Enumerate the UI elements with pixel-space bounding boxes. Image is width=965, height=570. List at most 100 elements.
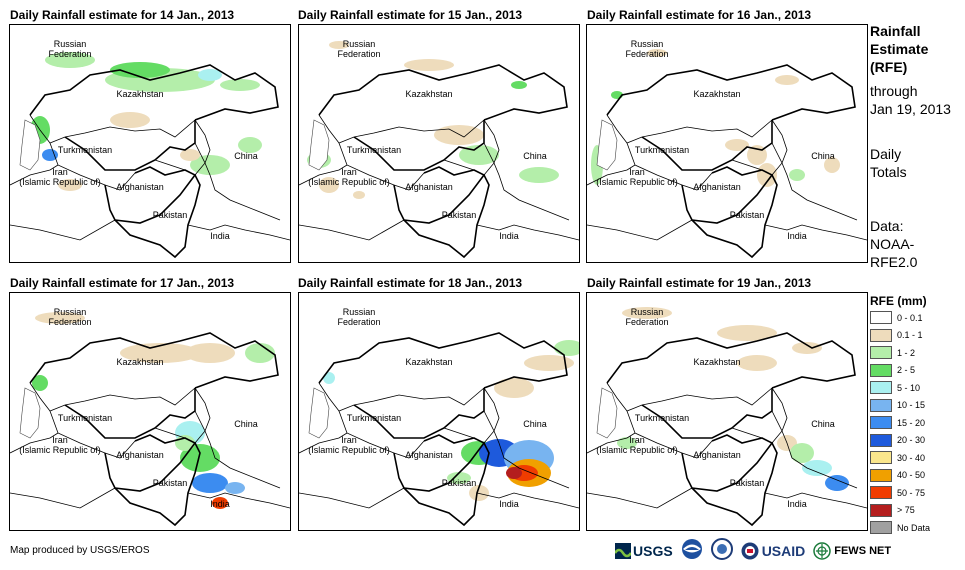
legend-label: No Data <box>897 522 931 533</box>
label-china: China <box>523 419 547 429</box>
label-afghanistan: Afghanistan <box>693 182 741 192</box>
country-border <box>338 410 425 459</box>
label-china: China <box>811 151 835 161</box>
country-border <box>587 487 693 509</box>
label-russia: Russian <box>54 39 87 49</box>
country-border <box>691 174 778 259</box>
rainfall-patch <box>245 343 275 363</box>
label-china: China <box>811 419 835 429</box>
legend-label: 0.1 - 1 <box>897 330 923 340</box>
country-border <box>764 492 867 509</box>
country-border <box>154 142 206 176</box>
rainfall-patch <box>790 443 814 463</box>
legend-swatch <box>870 311 892 324</box>
label-turkmenistan: Turkmenistan <box>347 413 401 423</box>
rainfall-patch <box>120 343 200 363</box>
legend-title: RFE (mm) <box>870 294 927 308</box>
label-iran-islamic-republic: (Islamic Republic of) <box>596 177 678 187</box>
map-panel-5: Russian Federation Kazakhstan Turkmenistan I… <box>298 292 580 531</box>
label-india: India <box>499 231 519 241</box>
country-border <box>29 64 279 121</box>
legend-swatch <box>870 416 892 429</box>
legend-item: 0.1 - 1 <box>870 328 923 343</box>
panel-title-4: Daily Rainfall estimate for 17 Jan., 201… <box>10 276 235 290</box>
legend-item: 20 - 30 <box>870 433 925 448</box>
label-federation: Federation <box>625 317 668 327</box>
country-border <box>771 387 858 489</box>
doi-seal-icon <box>710 537 733 565</box>
legend-label: 1 - 2 <box>897 347 916 358</box>
label-russia: Russian <box>54 307 87 317</box>
country-border <box>764 224 867 241</box>
label-afghanistan: Afghanistan <box>405 450 453 460</box>
label-india: India <box>787 231 807 241</box>
legend-swatch <box>870 468 892 482</box>
label-india: India <box>210 231 230 241</box>
country-border <box>626 410 713 459</box>
legend-swatch <box>870 328 892 342</box>
country-border <box>114 442 201 527</box>
rainfall-patch <box>524 355 574 371</box>
legend-swatch <box>870 521 892 534</box>
panel-title-2: Daily Rainfall estimate for 15 Jan., 201… <box>298 8 523 22</box>
rainfall-patch <box>35 312 85 324</box>
rainfall-patch <box>519 167 559 183</box>
label-china: China <box>234 419 258 429</box>
legend-item: 10 - 15 <box>870 398 925 413</box>
country-border <box>731 142 783 176</box>
legend-label: 5 - 10 <box>897 382 921 393</box>
fewsnet-globe-icon <box>813 542 831 560</box>
rainfall-patch <box>824 157 840 173</box>
country-border <box>318 382 485 412</box>
rainfall-patch <box>775 75 799 85</box>
rainfall-patch <box>622 307 672 319</box>
rainfall-patch <box>554 340 579 356</box>
country-border <box>691 442 778 527</box>
country-border <box>10 164 59 186</box>
country-border <box>29 114 196 144</box>
caspian-sea <box>308 387 330 439</box>
fewsnet-logo: FEWS NET <box>813 542 891 560</box>
sidebar-title-line1: Rainfall <box>870 23 921 39</box>
label-turkmenistan: Turkmenistan <box>635 413 689 423</box>
country-border <box>10 432 59 454</box>
label-india: India <box>210 499 230 509</box>
country-border <box>681 166 774 224</box>
legend-label: 40 - 50 <box>897 470 926 480</box>
rainfall-patch <box>447 472 471 484</box>
legend-label: 30 - 40 <box>897 452 926 463</box>
label-kazakhstan: Kazakhstan <box>116 89 163 99</box>
caspian-sea <box>308 119 330 171</box>
rainfall-patch <box>825 475 849 491</box>
map-panel-3: Russian Federation Kazakhstan Turkmenistan I… <box>586 24 868 263</box>
country-border <box>104 166 197 224</box>
country-border <box>318 114 485 144</box>
noaa-icon <box>681 538 703 565</box>
country-border <box>318 332 568 389</box>
label-pakistan: Pakistan <box>442 478 477 488</box>
country-border <box>104 434 197 492</box>
legend-swatch <box>870 451 892 464</box>
label-china: China <box>234 151 258 161</box>
country-border <box>49 142 136 191</box>
country-border <box>338 142 425 191</box>
legend-item: 50 - 75 <box>870 485 925 500</box>
legend-item: 15 - 20 <box>870 415 925 430</box>
caspian-sea <box>596 119 618 171</box>
sidebar-title-line2: Estimate <box>870 41 929 57</box>
label-turkmenistan: Turkmenistan <box>347 145 401 155</box>
rainfall-patch <box>717 325 777 341</box>
caspian-sea <box>19 119 41 171</box>
label-kazakhstan: Kazakhstan <box>693 357 740 367</box>
map-panel-4: Russian Federation Kazakhstan Turkmenistan I… <box>9 292 291 531</box>
label-kazakhstan: Kazakhstan <box>405 357 452 367</box>
country-border <box>318 64 568 121</box>
country-border <box>403 442 490 527</box>
country-border <box>154 410 206 444</box>
legend-item: 1 - 2 <box>870 345 915 360</box>
country-border <box>393 434 486 492</box>
label-india: India <box>787 499 807 509</box>
country-border <box>393 166 486 224</box>
panel-title-5: Daily Rainfall estimate for 18 Jan., 201… <box>298 276 523 290</box>
